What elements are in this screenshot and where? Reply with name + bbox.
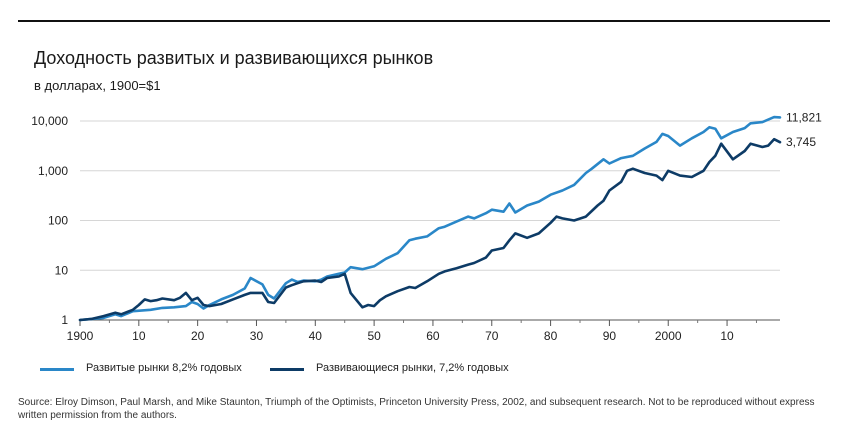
x-tick-label: 2000 xyxy=(655,329,682,343)
x-tick-label: 20 xyxy=(191,329,205,343)
x-tick-label: 10 xyxy=(132,329,146,343)
x-tick-label: 30 xyxy=(250,329,264,343)
chart-plot: 1 10 100 1,000 10,000 1900 10 20 30 40 50 60 70 80 90 2… xyxy=(31,110,822,343)
chart-series xyxy=(78,115,782,322)
chart-title: Доходность развитых и развивающихся рынк… xyxy=(34,48,434,68)
y-tick-label: 10 xyxy=(55,263,69,277)
series-end-label-1: 3,745 xyxy=(786,135,816,149)
x-tick-label: 80 xyxy=(544,329,558,343)
chart-axes xyxy=(79,319,780,326)
y-tick-label: 100 xyxy=(48,214,68,228)
x-tick-label: 60 xyxy=(426,329,440,343)
x-tick-label: 10 xyxy=(720,329,734,343)
y-tick-label: 1,000 xyxy=(38,164,68,178)
series-line-1 xyxy=(78,137,782,322)
source-note: Source: Elroy Dimson, Paul Marsh, and Mi… xyxy=(18,397,815,421)
legend-swatch-emerging xyxy=(270,368,304,371)
series-line-0 xyxy=(78,115,782,322)
x-tick-label: 1900 xyxy=(67,329,94,343)
legend-swatch-developed xyxy=(40,368,74,371)
x-tick-label: 90 xyxy=(603,329,617,343)
series-end-label-0: 11,821 xyxy=(786,110,822,124)
chart-labels: 1 10 100 1,000 10,000 1900 10 20 30 40 50 60 70 80 90 2… xyxy=(31,110,822,343)
x-tick-label: 40 xyxy=(309,329,323,343)
x-tick-label: 70 xyxy=(485,329,499,343)
chart-subtitle: в долларах, 1900=$1 xyxy=(34,78,161,93)
chart-grid xyxy=(80,120,780,271)
y-tick-label: 1 xyxy=(61,313,68,327)
legend-label-developed: Развитые рынки 8,2% годовых xyxy=(86,362,242,374)
y-tick-label: 10,000 xyxy=(31,114,68,128)
top-rule xyxy=(18,20,830,22)
x-tick-label: 50 xyxy=(367,329,381,343)
legend-label-emerging: Развивающиеся рынки, 7,2% годовых xyxy=(316,362,509,374)
